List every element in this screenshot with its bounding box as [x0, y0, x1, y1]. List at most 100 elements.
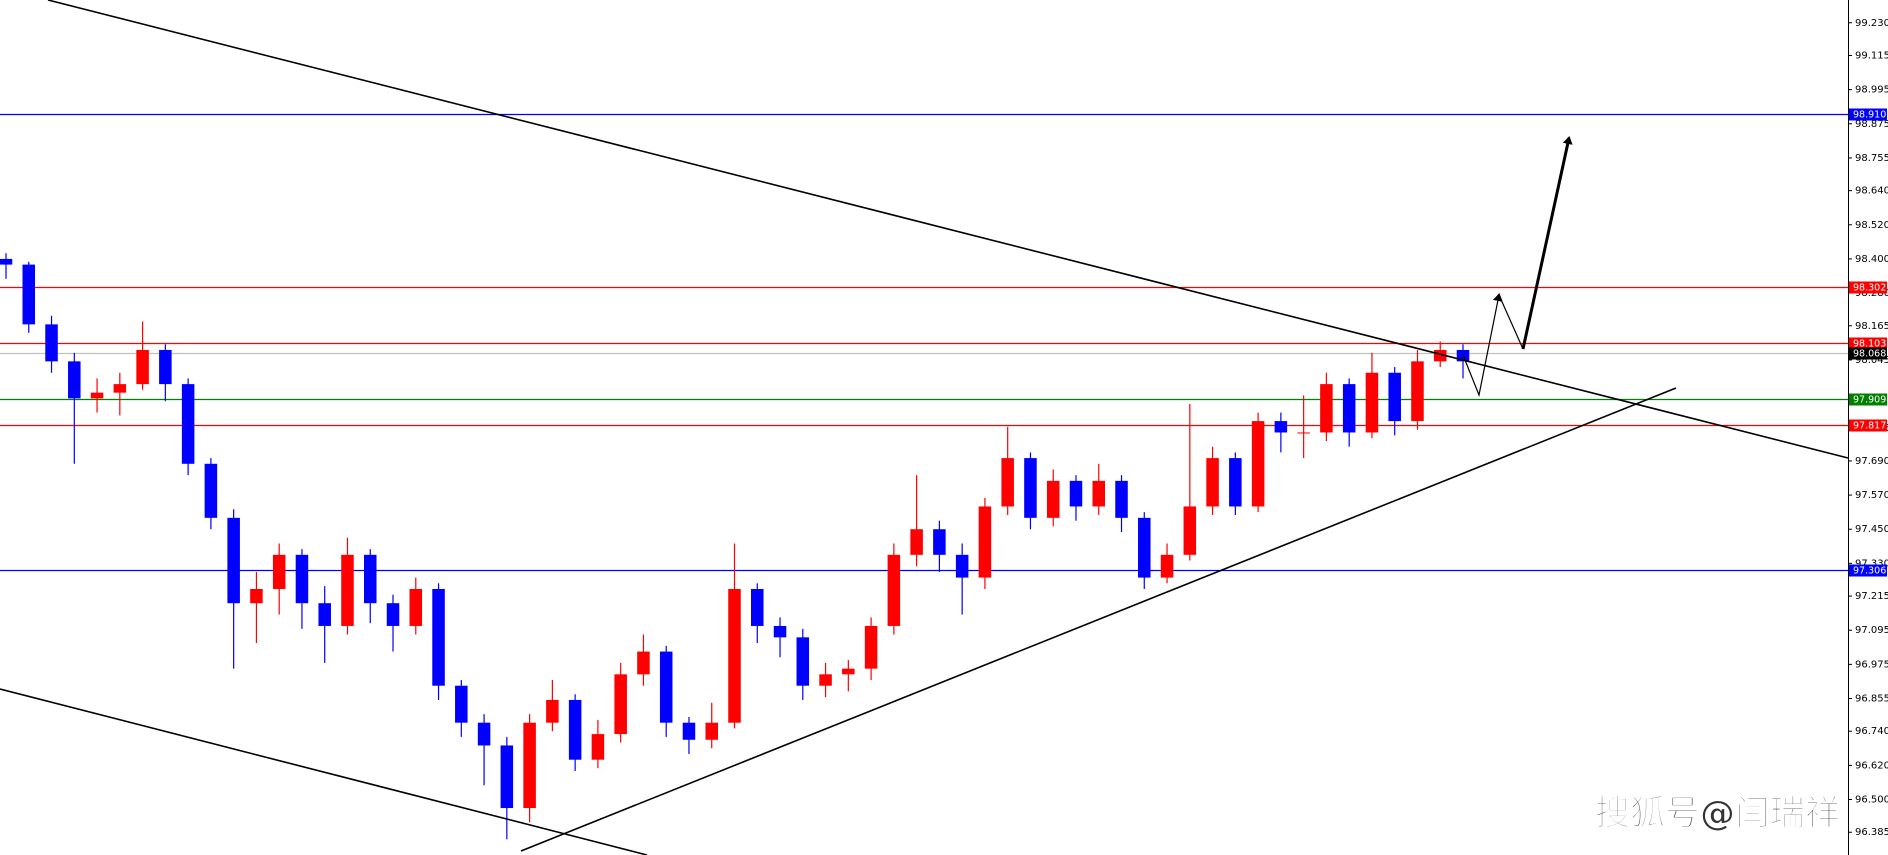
forecast-arrows [1462, 136, 1573, 398]
y-tick-label: 98.640 [1855, 186, 1888, 197]
candle-body [68, 361, 81, 399]
y-tick-label: 98.875 [1855, 119, 1888, 130]
candle-body [796, 637, 810, 686]
candle-body [1411, 361, 1424, 422]
level-label: 97.909 [1853, 395, 1886, 406]
candle-body [523, 722, 536, 809]
candle-body [887, 554, 901, 626]
candle-body [295, 554, 309, 604]
candle-body [614, 674, 627, 735]
trendline [520, 387, 1677, 852]
candle-body [318, 603, 331, 626]
candle-body [819, 674, 832, 686]
y-tick-label: 97.570 [1855, 490, 1888, 501]
y-tick-label: 98.165 [1855, 321, 1888, 332]
forecast-path [1462, 293, 1503, 398]
candle-body [546, 699, 559, 723]
candle-body [1342, 384, 1356, 433]
candle-body [682, 722, 696, 740]
candle-body [500, 745, 514, 809]
level-label-box [1849, 108, 1887, 121]
level-label: 98.910 [1853, 110, 1886, 121]
trendline [0, 688, 648, 855]
y-tick-label: 96.855 [1855, 694, 1888, 705]
level-label-box [1849, 564, 1887, 577]
y-axis: 99.230 99.115 98.995 98.875 98.755 98.640 98.5… [1848, 18, 1888, 838]
forecast-path [1498, 294, 1524, 350]
candle-body [864, 625, 878, 669]
candle-body [227, 517, 240, 604]
candle-body [1138, 517, 1151, 578]
watermark: 搜狐号@闫瑞祥 [1595, 794, 1840, 834]
level-label-box [1849, 281, 1887, 294]
y-tick-label: 97.690 [1855, 456, 1888, 467]
y-tick-label: 98.400 [1855, 254, 1888, 265]
level-label: 98.302 [1853, 283, 1886, 294]
level-label: 97.306 [1853, 566, 1886, 577]
candle-body [705, 722, 718, 740]
candle-body [159, 349, 172, 385]
y-tick-label: 97.215 [1855, 591, 1888, 602]
candle-body [272, 554, 286, 589]
candle-body [45, 324, 58, 362]
level-label-box [1849, 347, 1887, 360]
candle-body [1388, 372, 1401, 422]
candle-body [978, 506, 992, 578]
y-tick-label: 96.385 [1855, 827, 1888, 838]
y-tick-label: 98.755 [1855, 153, 1888, 164]
y-tick-label: 97.330 [1855, 558, 1888, 569]
candle-body [1297, 432, 1310, 434]
candle-body [432, 588, 445, 686]
candle-body [773, 625, 787, 638]
levels [0, 113, 1848, 572]
candle-body [1024, 458, 1037, 518]
y-tick-label: 97.095 [1855, 625, 1888, 636]
candle-body [386, 603, 400, 626]
candle-body [1229, 458, 1242, 507]
candle-body [591, 734, 605, 760]
y-tick-label: 96.740 [1855, 726, 1888, 737]
y-tick-label: 98.045 [1855, 355, 1888, 366]
candle-body [955, 554, 969, 578]
candle-body [1320, 384, 1333, 433]
candle-body [1206, 458, 1219, 507]
candle-body [1115, 480, 1128, 518]
candle-body [181, 384, 195, 464]
candle-body [728, 588, 741, 723]
candle-body [1069, 480, 1083, 507]
candle-body [22, 264, 36, 325]
candle-body [1251, 421, 1265, 507]
candle-body [250, 588, 263, 604]
candle-body [659, 651, 673, 723]
candle-body [204, 463, 218, 518]
candle-body [409, 588, 423, 626]
candle-body [910, 529, 923, 555]
candle-body [1433, 349, 1447, 362]
y-tick-label: 98.995 [1855, 85, 1888, 96]
y-tick-label: 97.450 [1855, 524, 1888, 535]
candle-body [136, 349, 149, 385]
trendlines [0, 0, 1849, 855]
candle-body [363, 554, 377, 604]
candle-body [1046, 480, 1060, 518]
candle-body [90, 392, 104, 399]
candle-body [842, 668, 855, 675]
level-label-box [1849, 337, 1887, 350]
y-tick-label: 99.230 [1855, 18, 1888, 29]
candle-body [477, 722, 491, 746]
y-tick-label: 98.280 [1855, 288, 1888, 299]
candle-body [1160, 554, 1174, 578]
level-label-box [1849, 419, 1887, 432]
trendline [47, 0, 1849, 459]
level-label: 97.817 [1853, 421, 1886, 432]
candle-body [113, 384, 127, 393]
y-tick-label: 96.975 [1855, 659, 1888, 670]
y-tick-label: 96.500 [1855, 795, 1888, 806]
candle-body [751, 588, 764, 626]
level-label: 98.068 [1853, 349, 1886, 360]
level-label: 98.103 [1853, 339, 1886, 350]
candle-body [341, 554, 354, 626]
candle-body [1001, 458, 1014, 507]
candles [0, 253, 1470, 840]
y-tick-label: 96.620 [1855, 760, 1888, 771]
